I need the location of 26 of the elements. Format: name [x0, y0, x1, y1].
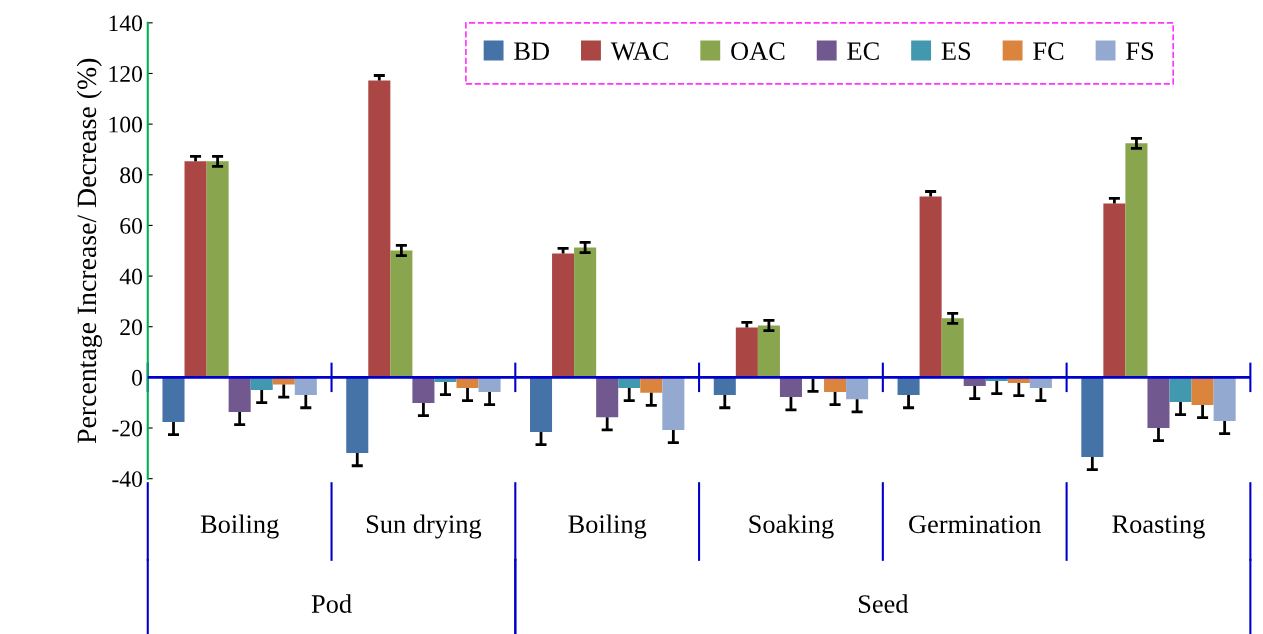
- legend-label: EC: [847, 42, 879, 61]
- y-tick-label: 140: [109, 15, 143, 32]
- y-tick-label: 100: [109, 116, 143, 133]
- y-tick-label: -40: [112, 471, 143, 488]
- legend-label: FS: [1126, 42, 1154, 61]
- x-tick-label: Germination: [909, 515, 1042, 534]
- legend-label: ES: [941, 42, 971, 61]
- x-tick-label: Sun drying: [366, 514, 482, 539]
- legend-label: BD: [514, 42, 549, 60]
- y-tick-label: 60: [120, 217, 143, 234]
- y-tick-label: 120: [109, 65, 143, 82]
- legend-label: FC: [1033, 42, 1064, 61]
- x-tick-label: Roasting: [1112, 515, 1205, 539]
- y-tick-label: 0: [132, 369, 143, 386]
- text: Pod: [311, 594, 352, 613]
- y-axis-title: Percentage Increase/ Decrease (%): [76, 58, 102, 444]
- y-tick-label: -20: [112, 420, 143, 437]
- legend-label: OAC: [731, 42, 785, 61]
- x-tick-label: Boiling: [568, 514, 647, 539]
- y-tick-label: 40: [119, 268, 143, 285]
- x-tick-label: Boiling: [200, 514, 279, 539]
- legend-label: WAC: [610, 42, 668, 61]
- y-tick-label: 20: [120, 319, 143, 336]
- y-tick-label: 80: [120, 167, 143, 184]
- text: Seed: [858, 594, 909, 613]
- x-tick-label: Soaking: [749, 514, 834, 539]
